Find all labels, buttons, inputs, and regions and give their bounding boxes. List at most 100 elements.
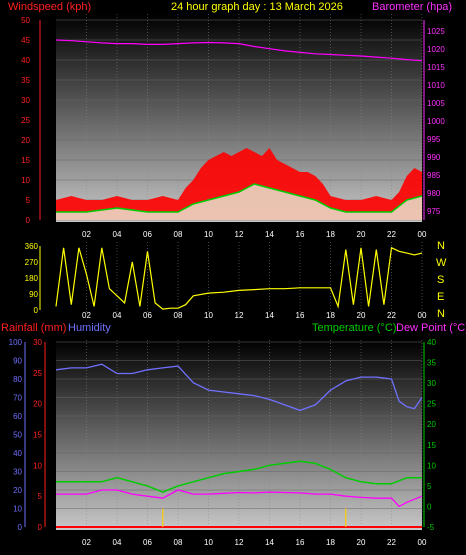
wind-x-tick: 12 bbox=[235, 230, 244, 239]
temp-x-tick: 08 bbox=[174, 538, 183, 547]
dir-x-tick: 16 bbox=[296, 311, 305, 320]
humidity-y-tick: 100 bbox=[9, 338, 23, 347]
compass-n-bottom: N bbox=[437, 308, 445, 320]
barometer-line bbox=[55, 39, 423, 62]
humidity-y-tick: 30 bbox=[13, 468, 22, 477]
rain-y-tick: 0 bbox=[38, 523, 43, 532]
temp-plot-area bbox=[56, 340, 422, 530]
wind-gust-area bbox=[56, 148, 422, 220]
compass-s: S bbox=[437, 274, 444, 286]
compass-e: E bbox=[437, 291, 444, 303]
temp-x-tick: 00 bbox=[418, 538, 427, 547]
wind-x-tick: 16 bbox=[296, 230, 305, 239]
rain-y-tick: 20 bbox=[33, 400, 42, 409]
dir-x-tick: 00 bbox=[418, 311, 427, 320]
wind-x-tick: 18 bbox=[326, 230, 335, 239]
temp-y-tick: 20 bbox=[427, 420, 436, 429]
temperature-line bbox=[56, 460, 422, 493]
wind-left-y-tick: 15 bbox=[21, 156, 30, 165]
dir-y-tick: 270 bbox=[25, 258, 39, 267]
humidity-y-tick: 70 bbox=[13, 394, 22, 403]
temp-y-tick: 5 bbox=[427, 482, 432, 491]
wind-left-y-tick: 35 bbox=[21, 76, 30, 85]
dir-x-tick: 14 bbox=[265, 311, 274, 320]
rain-y-tick: 15 bbox=[33, 431, 42, 440]
rain-y-tick: 5 bbox=[38, 492, 43, 501]
dir-x-tick: 06 bbox=[143, 311, 152, 320]
temp-x-tick: 22 bbox=[387, 538, 396, 547]
dir-y-tick: 0 bbox=[34, 306, 39, 315]
temperature-label: Temperature (°C) bbox=[312, 322, 396, 334]
baro-y-tick: 1020 bbox=[427, 45, 445, 54]
rain-y-tick: 10 bbox=[33, 461, 42, 470]
humidity-y-tick: 90 bbox=[13, 357, 22, 366]
humidity-y-tick: 20 bbox=[13, 486, 22, 495]
dir-x-tick: 18 bbox=[326, 311, 335, 320]
temp-x-tick: 20 bbox=[357, 538, 366, 547]
temp-y-tick: 25 bbox=[427, 400, 436, 409]
dir-y-tick: 180 bbox=[25, 274, 39, 283]
dewpoint-line bbox=[56, 489, 423, 508]
rainfall-label: Rainfall (mm) bbox=[1, 322, 66, 334]
dewpoint-label: Dew Point (°C) bbox=[396, 322, 466, 334]
humidity-y-tick: 10 bbox=[13, 505, 22, 514]
temp-y-tick: 35 bbox=[427, 359, 436, 368]
wind-low-area bbox=[56, 184, 422, 220]
temp-y-tick: 30 bbox=[427, 379, 436, 388]
baro-y-tick: 1010 bbox=[427, 81, 445, 90]
temp-x-tick: 16 bbox=[296, 538, 305, 547]
wind-left-y-tick: 10 bbox=[21, 176, 30, 185]
temp-y-tick: 0 bbox=[427, 502, 432, 511]
temp-x-tick: 02 bbox=[82, 538, 91, 547]
wind-x-tick: 22 bbox=[387, 230, 396, 239]
baro-y-tick: 1005 bbox=[427, 99, 445, 108]
temp-x-tick: 06 bbox=[143, 538, 152, 547]
wind-x-tick: 10 bbox=[204, 230, 213, 239]
wind-left-y-tick: 0 bbox=[26, 216, 31, 225]
dir-x-tick: 10 bbox=[204, 311, 213, 320]
wind-x-tick: 14 bbox=[265, 230, 274, 239]
wind-x-tick: 00 bbox=[418, 230, 427, 239]
dir-y-tick: 360 bbox=[25, 242, 39, 251]
dir-x-tick: 20 bbox=[357, 311, 366, 320]
temp-y-tick: -5 bbox=[427, 523, 435, 532]
rain-y-tick: 30 bbox=[33, 338, 42, 347]
baro-y-tick: 1025 bbox=[427, 27, 445, 36]
baro-y-tick: 995 bbox=[427, 135, 441, 144]
humidity-y-tick: 60 bbox=[13, 412, 22, 421]
dir-x-tick: 22 bbox=[387, 311, 396, 320]
baro-y-tick: 1000 bbox=[427, 117, 445, 126]
baro-y-tick: 975 bbox=[427, 207, 441, 216]
temp-y-tick: 15 bbox=[427, 441, 436, 450]
wind-left-y-tick: 30 bbox=[21, 96, 30, 105]
wind-x-tick: 08 bbox=[174, 230, 183, 239]
temp-x-tick: 18 bbox=[326, 538, 335, 547]
baro-y-tick: 1015 bbox=[427, 63, 445, 72]
wind-direction-line bbox=[55, 246, 423, 310]
humidity-y-tick: 50 bbox=[13, 431, 22, 440]
humidity-line bbox=[55, 363, 423, 412]
windspeed-label: Windspeed (kph) bbox=[8, 1, 91, 13]
humidity-y-tick: 0 bbox=[18, 523, 23, 532]
temp-x-tick: 12 bbox=[235, 538, 244, 547]
wind-x-tick: 06 bbox=[143, 230, 152, 239]
wind-x-tick: 02 bbox=[82, 230, 91, 239]
temp-x-tick: 04 bbox=[113, 538, 122, 547]
humidity-y-tick: 80 bbox=[13, 375, 22, 384]
wind-left-y-tick: 5 bbox=[26, 196, 31, 205]
baro-y-tick: 990 bbox=[427, 153, 441, 162]
temp-x-tick: 14 bbox=[265, 538, 274, 547]
dir-y-tick: 90 bbox=[29, 290, 38, 299]
humidity-y-tick: 40 bbox=[13, 449, 22, 458]
baro-y-tick: 985 bbox=[427, 171, 441, 180]
wind-left-y-tick: 25 bbox=[21, 116, 30, 125]
wind-average-line bbox=[56, 183, 423, 213]
baro-y-tick: 980 bbox=[427, 189, 441, 198]
wind-x-tick: 20 bbox=[357, 230, 366, 239]
chart-title: 24 hour graph day : 13 March 2026 bbox=[171, 1, 343, 13]
compass-w: W bbox=[436, 257, 447, 269]
humidity-label: Humidity bbox=[68, 322, 111, 334]
rain-y-tick: 25 bbox=[33, 369, 42, 378]
wind-left-y-tick: 40 bbox=[21, 56, 30, 65]
